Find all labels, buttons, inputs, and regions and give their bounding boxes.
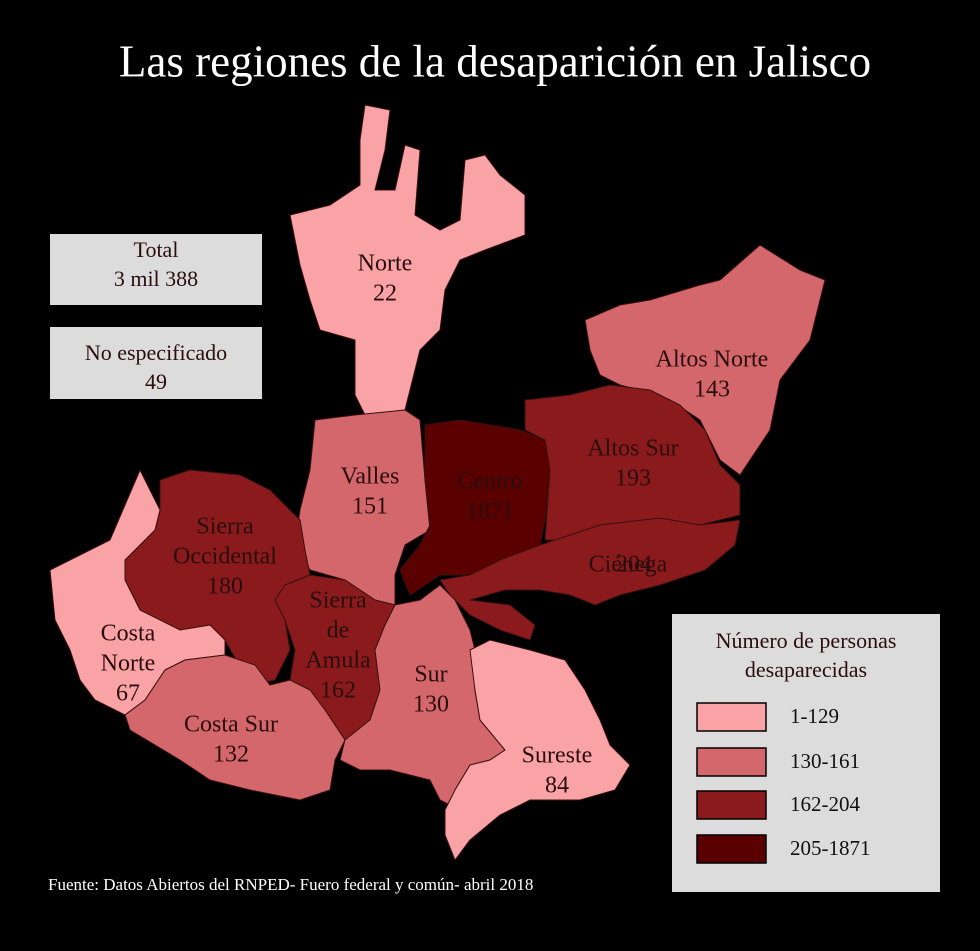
region-value: 130	[413, 692, 449, 718]
region-labels: Norte 22 Altos Norte 143 Valles 151 Centro 1871…	[101, 251, 769, 799]
region	[444, 639, 631, 862]
region-name: Occidental	[173, 544, 277, 570]
region-name: Centro	[457, 469, 522, 495]
summary-box	[50, 234, 262, 305]
region-name: Norte	[358, 251, 413, 277]
regions	[49, 104, 826, 862]
legend-title: desaparecidas	[745, 657, 867, 682]
region-value: 132	[213, 742, 249, 768]
region-name: de	[327, 618, 350, 644]
region-name: Ciénega	[589, 552, 668, 578]
legend-title: Número de personas	[716, 628, 897, 653]
region-name: Norte	[101, 651, 156, 677]
region-name: Sureste	[522, 743, 593, 769]
region-name: Costa	[101, 621, 156, 647]
source: Fuente: Datos Abiertos del RNPED- Fuero …	[48, 875, 533, 894]
region-value: 84	[545, 773, 569, 799]
region-value: 193	[615, 466, 651, 492]
region-value: 22	[373, 281, 397, 307]
region	[289, 104, 526, 416]
region-value: 151	[352, 494, 388, 520]
summary-label: No especificado	[85, 340, 227, 365]
legend: 1-129 130-161 162-204 205-1871	[696, 702, 871, 864]
region-value: 180	[207, 574, 243, 600]
region-name: Sierra	[196, 514, 254, 540]
region-value: 162	[320, 678, 356, 704]
region	[584, 244, 826, 476]
legend-label: 162-204	[790, 792, 860, 816]
summary-label: Total	[134, 237, 179, 262]
summary-value: 3 mil 388	[114, 266, 198, 291]
summary-value: 49	[145, 369, 167, 394]
summary-box	[50, 327, 262, 399]
legend-swatch	[696, 834, 767, 864]
region-name: Sierra	[309, 588, 367, 614]
region-value: 143	[694, 377, 730, 403]
region-value: 204	[616, 552, 652, 578]
region	[524, 384, 741, 541]
legend-swatch	[696, 747, 767, 777]
legend-label: 130-161	[790, 749, 860, 773]
region-name: Costa Sur	[184, 712, 278, 738]
legend-swatch	[696, 702, 767, 732]
region-name: Altos Sur	[587, 436, 678, 462]
map-title: Las regiones de la desaparición en Jalis…	[119, 36, 871, 86]
legend-label: 205-1871	[790, 836, 871, 860]
region-value: 67	[116, 681, 140, 707]
legend-swatch	[696, 790, 767, 820]
region	[124, 654, 346, 801]
region-value: 1871	[466, 499, 514, 525]
region-name: Valles	[341, 464, 400, 490]
region-name: Sur	[414, 662, 447, 688]
region	[439, 517, 741, 641]
legend-label: 1-129	[790, 704, 839, 728]
region-name: Altos Norte	[656, 347, 769, 373]
region-name: Amula	[305, 648, 371, 674]
